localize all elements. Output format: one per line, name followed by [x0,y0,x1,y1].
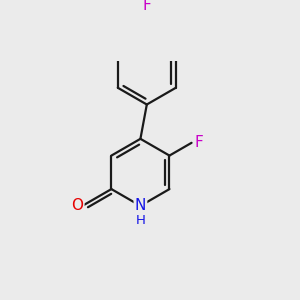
Text: F: F [194,135,203,150]
Text: F: F [142,0,151,13]
Text: O: O [71,197,83,212]
Text: N: N [135,198,146,213]
Text: H: H [136,214,146,227]
